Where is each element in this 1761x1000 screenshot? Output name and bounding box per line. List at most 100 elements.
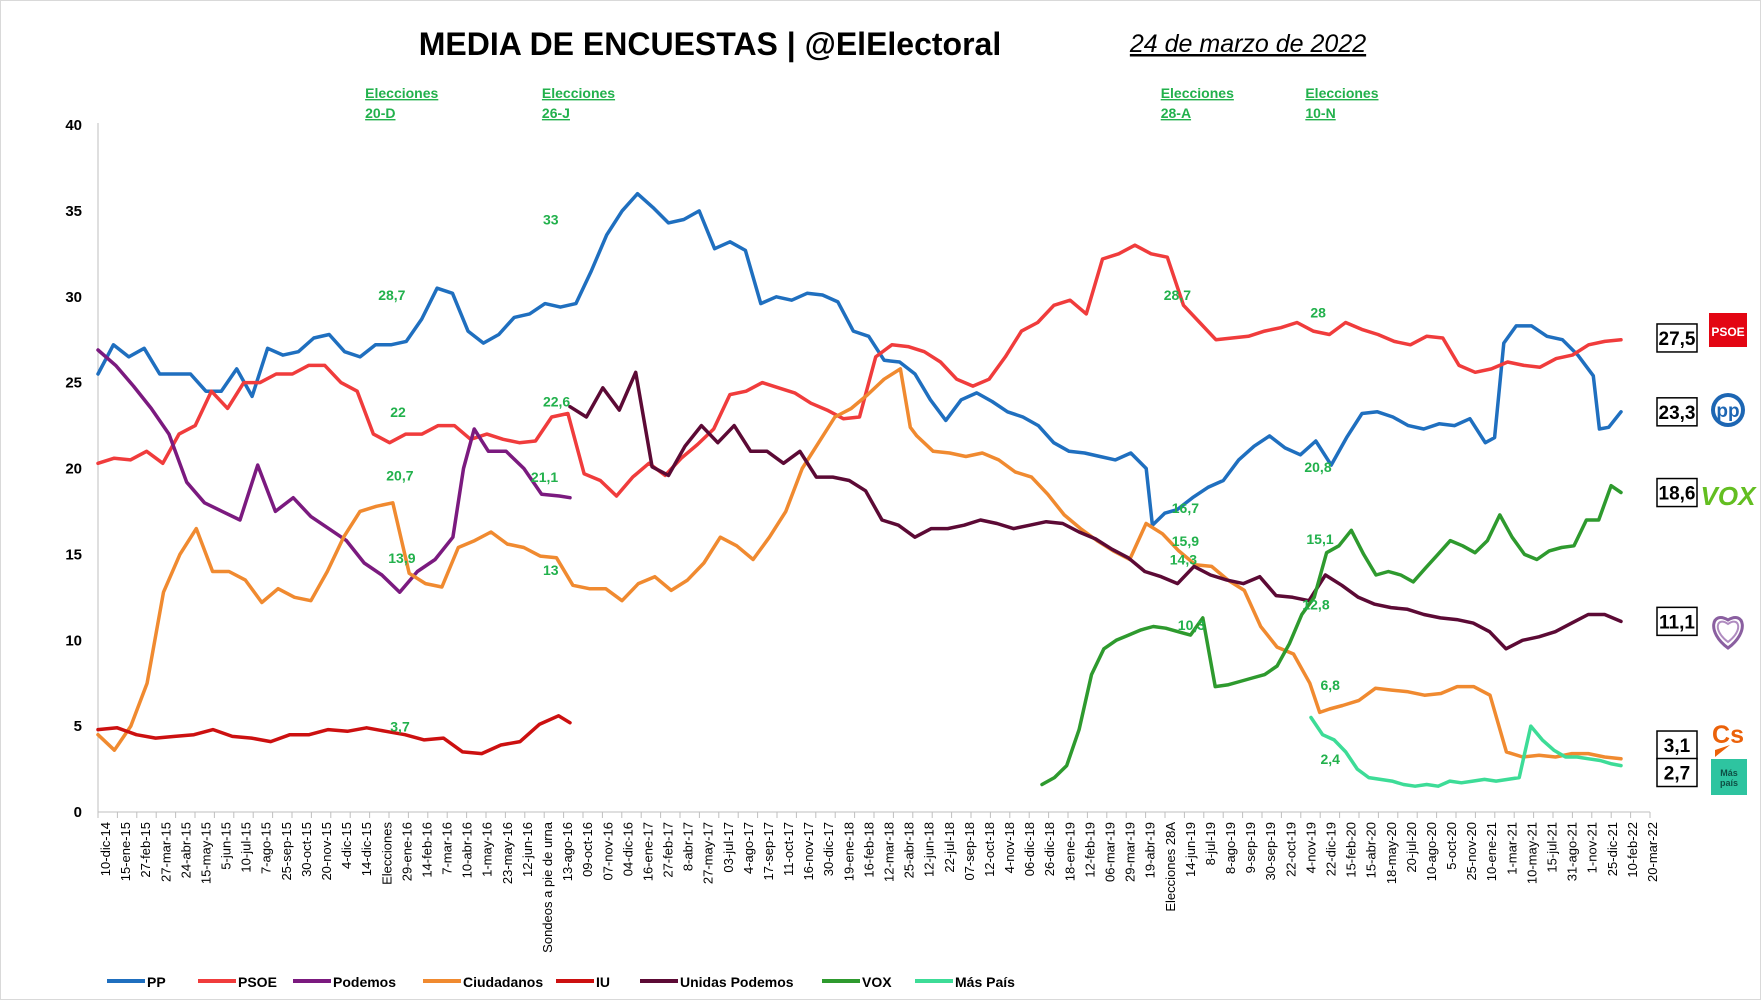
- x-tick-label: 26-dic-18: [1042, 822, 1057, 876]
- series-line-más-país: [1309, 715, 1623, 788]
- x-tick-label: 12-oct-18: [982, 822, 997, 877]
- x-tick-label: 22-dic-19: [1323, 822, 1338, 876]
- legend-label: Unidas Podemos: [680, 974, 794, 990]
- x-tick-label: 25-nov-20: [1464, 822, 1479, 881]
- data-label: 6,8: [1320, 677, 1340, 693]
- x-tick-label: 30-oct-15: [299, 822, 314, 877]
- data-label: 33: [543, 212, 559, 228]
- x-tick-label: 4-ago-17: [741, 822, 756, 874]
- x-tick-label: 1-may-16: [480, 822, 495, 877]
- data-label: 15,9: [1172, 533, 1199, 549]
- data-label: 2,4: [1320, 751, 1340, 767]
- x-tick-label: 4-nov-18: [1002, 822, 1017, 873]
- psoe-logo: PSOE: [1709, 313, 1747, 347]
- data-label: 20,8: [1304, 459, 1331, 475]
- x-tick-label: 10-dic-14: [98, 822, 113, 876]
- end-value-label: 3,1: [1664, 736, 1691, 757]
- vox-logo: VOX: [1701, 481, 1758, 511]
- x-tick-label: 29-mar-19: [1123, 822, 1138, 882]
- mas-pais-logo: Más país: [1711, 759, 1747, 795]
- x-tick-label: 10-abr-16: [460, 822, 475, 878]
- x-tick-label: 03-jul-17: [721, 822, 736, 873]
- election-label: 28-A: [1161, 105, 1191, 121]
- y-tick-label: 15: [65, 546, 82, 563]
- x-tick-label: 18-may-20: [1384, 822, 1399, 884]
- series-line-ciudadanos: [96, 367, 1623, 761]
- y-tick-label: 40: [65, 117, 82, 134]
- data-label: 28,7: [378, 287, 405, 303]
- x-tick-label: 31-ago-21: [1565, 822, 1580, 881]
- x-tick-label: 5-jun-15: [219, 822, 234, 870]
- x-tick-label: 14-feb-16: [419, 822, 434, 878]
- end-value-box: [1656, 477, 1698, 508]
- x-tick-label: 1-nov-21: [1585, 822, 1600, 873]
- svg-text:PSOE: PSOE: [1711, 325, 1744, 339]
- x-tick-label: 30-dic-17: [821, 822, 836, 876]
- data-label: 16,7: [1172, 500, 1199, 516]
- ciudadanos-logo: Cs: [1712, 721, 1744, 757]
- data-label: 13,9: [388, 550, 415, 566]
- election-label: Elecciones: [365, 85, 438, 101]
- x-tick-label: 15-feb-20: [1344, 822, 1359, 878]
- x-tick-label: 27-may-17: [701, 822, 716, 884]
- legend-label: Podemos: [333, 974, 396, 990]
- end-value-label: 27,5: [1659, 329, 1696, 350]
- end-value-box: [1656, 606, 1698, 637]
- end-value-box: [1656, 397, 1698, 427]
- x-tick-label: 09-oct-16: [580, 822, 595, 877]
- data-label: 10,3: [1178, 617, 1205, 633]
- y-tick-label: 0: [74, 804, 82, 821]
- series-lines: [96, 191, 1623, 788]
- end-value-label: 11,1: [1659, 612, 1695, 633]
- x-tick-label: 9-sep-19: [1243, 822, 1258, 873]
- series-line-iu: [96, 714, 572, 756]
- legend-label: IU: [596, 974, 610, 990]
- x-tick-label: 20-nov-15: [319, 822, 334, 881]
- x-tick-label: 4-dic-15: [339, 822, 354, 869]
- x-tick-label: 06-dic-18: [1022, 822, 1037, 876]
- legend-label: PP: [147, 974, 166, 990]
- end-value-label: 2,7: [1664, 763, 1690, 784]
- annotations: 28,7 22 20,7 13,9 3,7 33 22,6 21,1 13 28,7 16,7 15,…: [378, 212, 1340, 767]
- y-tick-label: 10: [65, 632, 82, 649]
- series-line-psoe: [96, 243, 1623, 498]
- x-tick-label: 27-feb-15: [138, 822, 153, 878]
- series-line-vox: [1040, 483, 1623, 787]
- x-tick-label: 10-may-21: [1524, 822, 1539, 884]
- legend-label: Más País: [955, 974, 1015, 990]
- x-tick-label: 8-abr-17: [681, 822, 696, 871]
- y-tick-label: 20: [65, 461, 82, 478]
- data-label: 22,6: [543, 394, 570, 410]
- end-value-box: [1656, 757, 1698, 788]
- legend-label: PSOE: [238, 974, 277, 990]
- y-tick-label: 5: [74, 718, 82, 735]
- svg-text:país: país: [1720, 778, 1738, 788]
- legend: PP PSOE Podemos Ciudadanos IU Unidas Podemos V…: [107, 974, 1015, 990]
- data-label: 28,7: [1164, 287, 1191, 303]
- data-label: 21,1: [531, 469, 558, 485]
- x-tick-label: 25-dic-21: [1605, 822, 1620, 876]
- y-tick-label: 35: [65, 203, 82, 220]
- x-tick-label: 8-ago-19: [1223, 822, 1238, 874]
- x-tick-label: 22-jul-18: [942, 822, 957, 873]
- x-tick-label: 15-ene-15: [118, 822, 133, 881]
- x-tick-label: 1-mar-21: [1504, 822, 1519, 875]
- x-tick-label: 4-nov-19: [1303, 822, 1318, 873]
- y-axis: 0 5 10 15 20 25 30 35 40: [65, 117, 99, 821]
- x-tick-label: 27-feb-17: [661, 822, 676, 878]
- legend-label: VOX: [862, 974, 892, 990]
- end-value-box: [1656, 323, 1698, 353]
- x-tick-label: 18-ene-19: [1062, 822, 1077, 881]
- x-tick-label: 14-dic-15: [359, 822, 374, 876]
- election-label: Elecciones: [542, 85, 615, 101]
- end-value-label: 23,3: [1659, 403, 1696, 424]
- svg-text:VOX: VOX: [1701, 481, 1758, 511]
- data-label: 12,8: [1302, 596, 1329, 612]
- x-tick-label: 12-jun-18: [922, 822, 937, 877]
- x-tick-label: 30-sep-19: [1263, 822, 1278, 881]
- y-tick-label: 25: [65, 375, 82, 392]
- x-tick-label: 12-feb-19: [1082, 822, 1097, 878]
- x-tick-label: 07-sep-18: [962, 822, 977, 881]
- x-tick-label: Elecciones: [379, 822, 394, 885]
